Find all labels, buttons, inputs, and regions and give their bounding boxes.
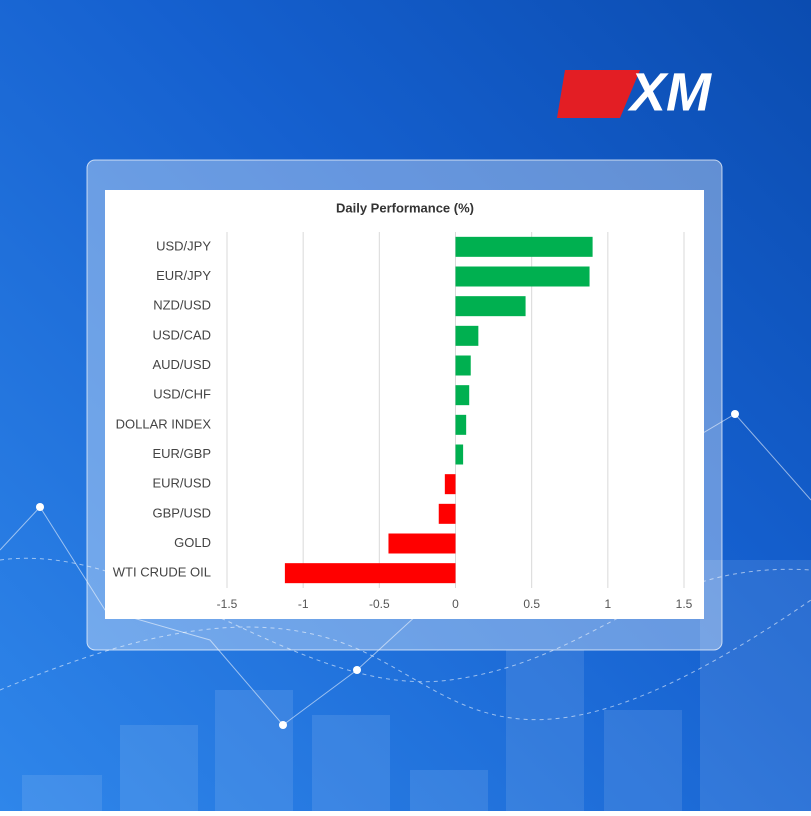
y-tick-label: EUR/USD (152, 476, 211, 491)
decor-dots (36, 410, 739, 729)
y-tick-label: EUR/JPY (156, 268, 211, 283)
x-tick-label: 1.5 (676, 597, 693, 611)
y-tick-label: GBP/USD (152, 505, 211, 520)
chart-area (105, 190, 704, 619)
y-tick-label: GOLD (174, 535, 211, 550)
bar (455, 414, 467, 435)
logo-mark (557, 70, 640, 118)
bar (388, 533, 456, 554)
bar (455, 385, 470, 406)
y-tick-label: USD/CAD (152, 327, 211, 342)
bar (438, 503, 456, 524)
x-tick-label: 0 (452, 597, 459, 611)
plot: -1.5 -1 -0.5 0 0.5 1 1.5 USD/JPY EUR/JPY NZD/USD U… (113, 232, 693, 611)
x-tick-label: -0.5 (369, 597, 390, 611)
bar (455, 296, 526, 317)
x-tick-label: -1.5 (217, 597, 238, 611)
bar (455, 444, 464, 465)
y-tick-label: AUD/USD (152, 357, 211, 372)
x-tick-label: 1 (604, 597, 611, 611)
y-tick-label: EUR/GBP (152, 446, 211, 461)
y-tick-label: NZD/USD (153, 298, 211, 313)
bar (455, 266, 590, 287)
x-tick-label: -1 (298, 597, 309, 611)
y-tick-label: USD/JPY (156, 238, 211, 253)
bar (455, 325, 479, 346)
y-tick-label: WTI CRUDE OIL (113, 565, 211, 580)
logo-text: XM (627, 62, 712, 122)
bar (455, 355, 471, 376)
x-tick-label: 0.5 (523, 597, 540, 611)
chart-title: Daily Performance (%) (336, 200, 474, 215)
logo: XM (557, 62, 712, 122)
bar (444, 474, 456, 495)
y-tick-label: USD/CHF (153, 387, 211, 402)
bar (455, 236, 593, 257)
bar (284, 563, 456, 584)
y-tick-label: DOLLAR INDEX (116, 416, 212, 431)
decor-bars (22, 560, 811, 811)
